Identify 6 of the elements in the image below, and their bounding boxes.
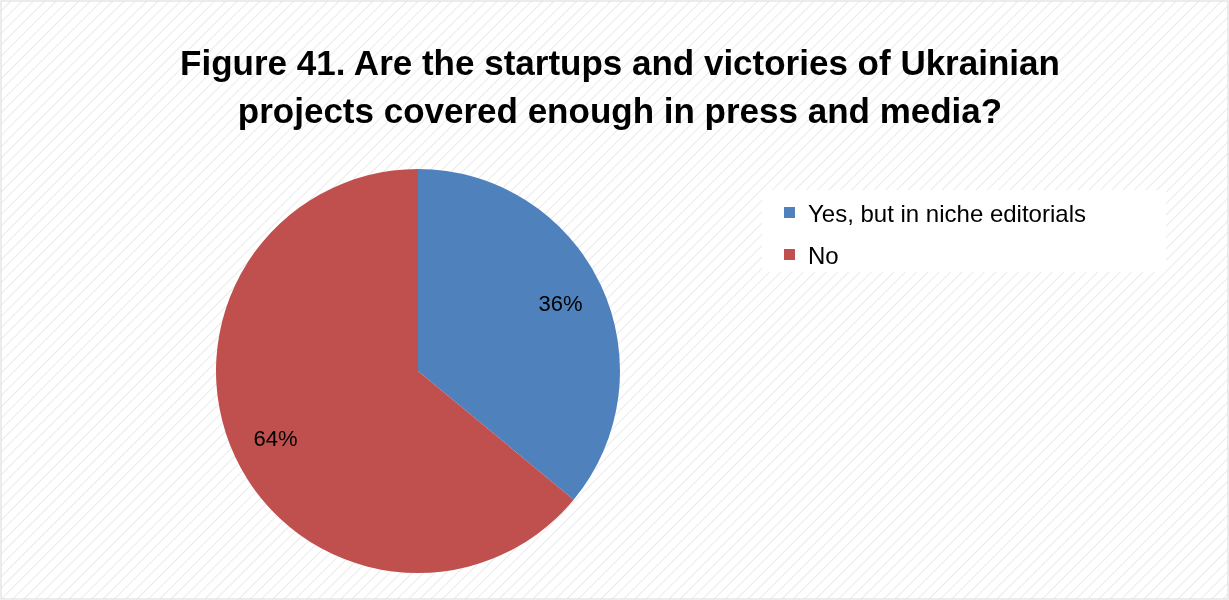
data-label: 36% xyxy=(538,291,583,317)
chart-title: Figure 41. Are the startups and victories of Ukrainian projects covered enough in press and media? xyxy=(180,42,1060,130)
pie-slice xyxy=(418,169,620,500)
legend-label: Yes, but in niche editorials xyxy=(808,199,1086,227)
data-label: 64% xyxy=(253,425,298,451)
legend-label: No xyxy=(808,241,839,269)
